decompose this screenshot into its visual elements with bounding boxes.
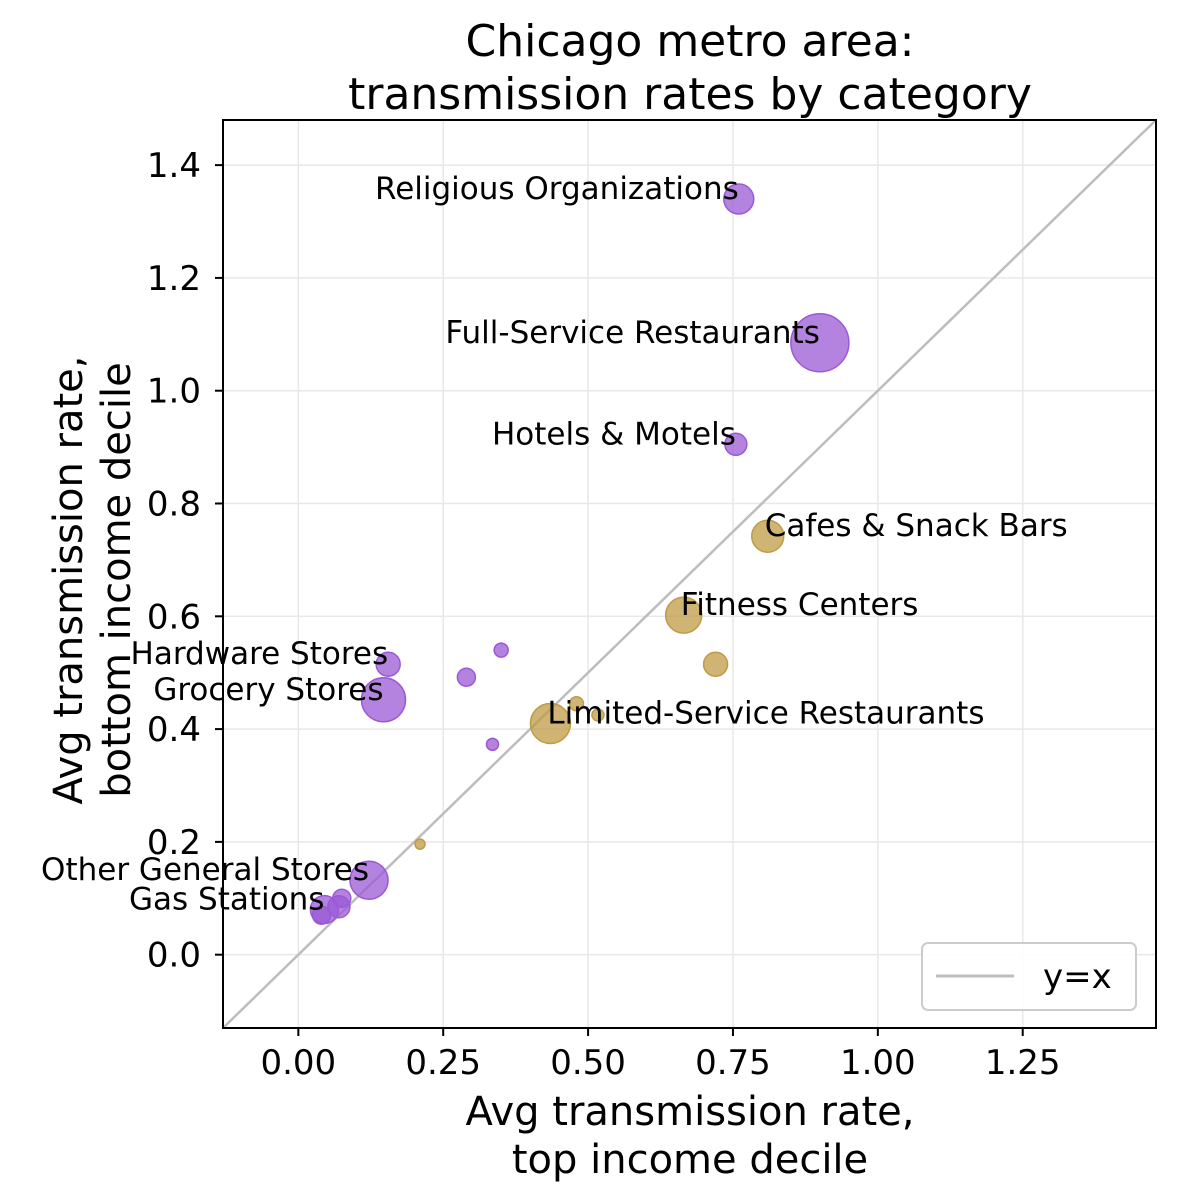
x-tick-label: 0.75	[695, 1043, 771, 1083]
data-point	[485, 737, 500, 752]
data-point	[724, 432, 748, 457]
point-label: Other General Stores	[41, 852, 369, 888]
legend: y=x	[921, 942, 1137, 1011]
point-labels: Religious Organizations Full-Service Rest…	[41, 171, 1068, 918]
y-axis-label: Avg transmission rate, bottom income dec…	[46, 355, 140, 804]
legend-label: y=x	[1043, 957, 1112, 997]
data-point	[529, 702, 572, 745]
point-label: Fitness Centers	[681, 587, 919, 623]
x-tick-label: 0.00	[260, 1043, 336, 1083]
data-point	[568, 695, 585, 712]
data-point	[375, 651, 401, 677]
chart-title-line-1: Chicago metro area:	[466, 16, 915, 67]
data-point	[493, 642, 509, 658]
point-label: Full-Service Restaurants	[445, 315, 819, 351]
data-point	[723, 183, 755, 215]
y-tick-label: 1.4	[147, 146, 201, 186]
y-tick-label: 1.0	[147, 372, 201, 412]
y-axis-ticks: 0.0 0.2 0.4 0.6 0.8 1.0 1.2 1.4	[147, 146, 223, 976]
data-point	[664, 596, 703, 634]
data-point	[790, 313, 850, 373]
grid	[223, 120, 1156, 1028]
y-tick-label: 0.6	[147, 597, 201, 637]
plot-frame	[222, 119, 1157, 1029]
point-label: Religious Organizations	[375, 171, 739, 207]
x-axis-label-line-1: Avg transmission rate,	[465, 1089, 914, 1135]
data-point	[311, 905, 332, 925]
chart-title-line-2: transmission rates by category	[348, 69, 1032, 120]
x-tick-label: 1.00	[840, 1043, 916, 1083]
x-tick-label: 0.50	[550, 1043, 626, 1083]
y-tick-label: 0.0	[147, 936, 201, 976]
data-point	[702, 651, 729, 677]
point-label: Cafes & Snack Bars	[765, 508, 1068, 544]
x-axis-ticks: 0.00 0.25 0.50 0.75 1.00 1.25	[260, 1028, 1061, 1083]
point-label: Grocery Stores	[153, 672, 383, 708]
data-point	[414, 838, 426, 850]
x-tick-label: 1.25	[985, 1043, 1061, 1083]
point-label: Limited-Service Restaurants	[547, 695, 984, 731]
x-tick-label: 0.25	[405, 1043, 481, 1083]
y-tick-label: 0.2	[147, 823, 201, 863]
point-label: Hardware Stores	[131, 636, 389, 672]
point-label: Gas Stations	[129, 882, 324, 918]
y-axis-label-line-2: bottom income decile	[94, 362, 140, 797]
y-tick-label: 0.4	[147, 710, 201, 750]
legend-box	[921, 942, 1137, 1011]
data-point	[349, 860, 389, 900]
data-point	[750, 519, 785, 553]
y-tick-label: 0.8	[147, 485, 201, 525]
y-tick-label: 1.2	[147, 259, 201, 299]
data-points	[309, 183, 850, 925]
data-point	[360, 677, 407, 723]
data-point	[591, 708, 605, 722]
y-axis-label-line-1: Avg transmission rate,	[46, 355, 92, 804]
data-point	[456, 667, 477, 687]
point-label: Hotels & Motels	[492, 416, 736, 452]
x-axis-label-line-2: top income decile	[512, 1137, 868, 1183]
